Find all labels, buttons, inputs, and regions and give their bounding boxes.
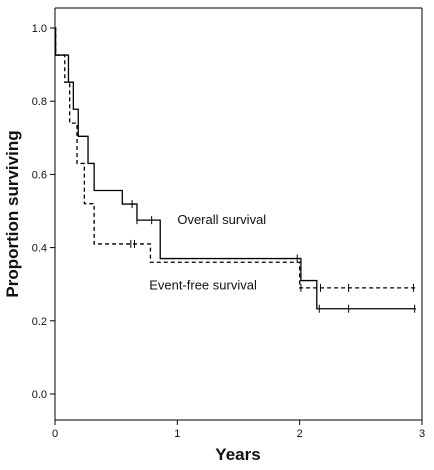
plot-frame xyxy=(54,7,423,421)
y-ticks: 0.0 0.2 0.4 0.6 0.8 1.0 xyxy=(32,23,55,401)
y-tick-label: 1.0 xyxy=(32,23,47,35)
x-tick-label: 1 xyxy=(174,428,180,440)
x-tick-label: 2 xyxy=(297,428,303,440)
x-tick-label: 0 xyxy=(52,428,58,440)
y-tick-label: 0.2 xyxy=(32,316,47,328)
event-free-survival-line xyxy=(54,27,416,289)
event-free-survival-label: Event-free survival xyxy=(149,278,257,293)
y-tick-label: 0.4 xyxy=(32,243,47,255)
annotations: Overall survival Event-free survival xyxy=(149,212,266,293)
x-axis-title: Years xyxy=(215,445,260,464)
x-tick-label: 3 xyxy=(419,428,425,440)
y-tick-label: 0.6 xyxy=(32,169,47,181)
overall-survival-series xyxy=(54,27,416,313)
overall-survival-label: Overall survival xyxy=(177,212,266,227)
series-layer xyxy=(54,27,416,313)
overall-survival-line xyxy=(54,27,416,310)
x-ticks: 0 1 2 3 xyxy=(52,420,425,440)
y-axis-title: Proportion surviving xyxy=(3,130,22,297)
y-tick-label: 0.8 xyxy=(32,96,47,108)
event-free-survival-series xyxy=(54,27,416,292)
y-tick-label: 0.0 xyxy=(32,389,47,401)
